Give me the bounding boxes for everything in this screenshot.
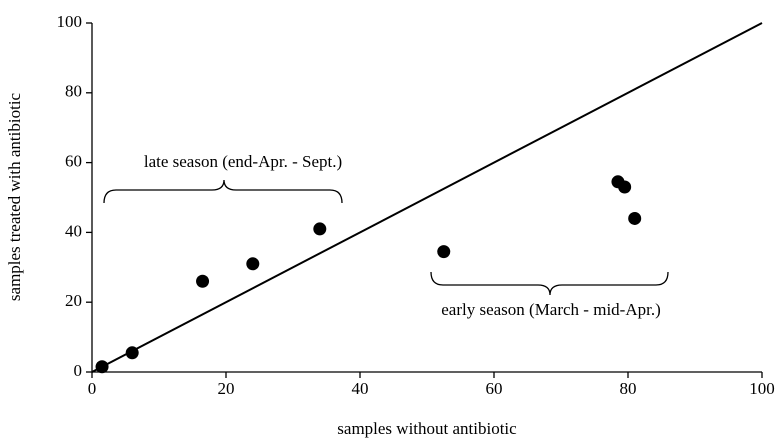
y-tick-label: 80 — [65, 82, 82, 101]
x-tick-label: 100 — [749, 379, 775, 398]
point — [313, 222, 327, 236]
reference-line — [91, 22, 763, 373]
point — [196, 274, 210, 288]
point — [628, 211, 642, 225]
point — [95, 360, 109, 374]
x-tick-label: 40 — [352, 379, 369, 398]
point — [125, 346, 139, 360]
x-tick-label: 0 — [88, 379, 97, 398]
point — [618, 180, 632, 194]
y-tick-label: 40 — [65, 221, 82, 240]
brace — [430, 271, 669, 296]
annotation: early season (March - mid-Apr.) — [441, 300, 661, 319]
x-tick-label: 80 — [620, 379, 637, 398]
y-tick-label: 20 — [65, 291, 82, 310]
x-tick-label: 20 — [218, 379, 235, 398]
y-tick-label: 0 — [74, 361, 83, 380]
point — [437, 245, 451, 259]
x-tick-label: 60 — [486, 379, 503, 398]
annotation: late season (end-Apr. - Sept.) — [144, 152, 342, 171]
y-axis-label: samples treated with antibiotic — [5, 92, 24, 301]
brace — [103, 179, 343, 204]
point — [246, 257, 260, 271]
y-tick-label: 60 — [65, 152, 82, 171]
y-tick-label: 100 — [57, 12, 83, 31]
x-axis-label: samples without antibiotic — [337, 419, 517, 438]
